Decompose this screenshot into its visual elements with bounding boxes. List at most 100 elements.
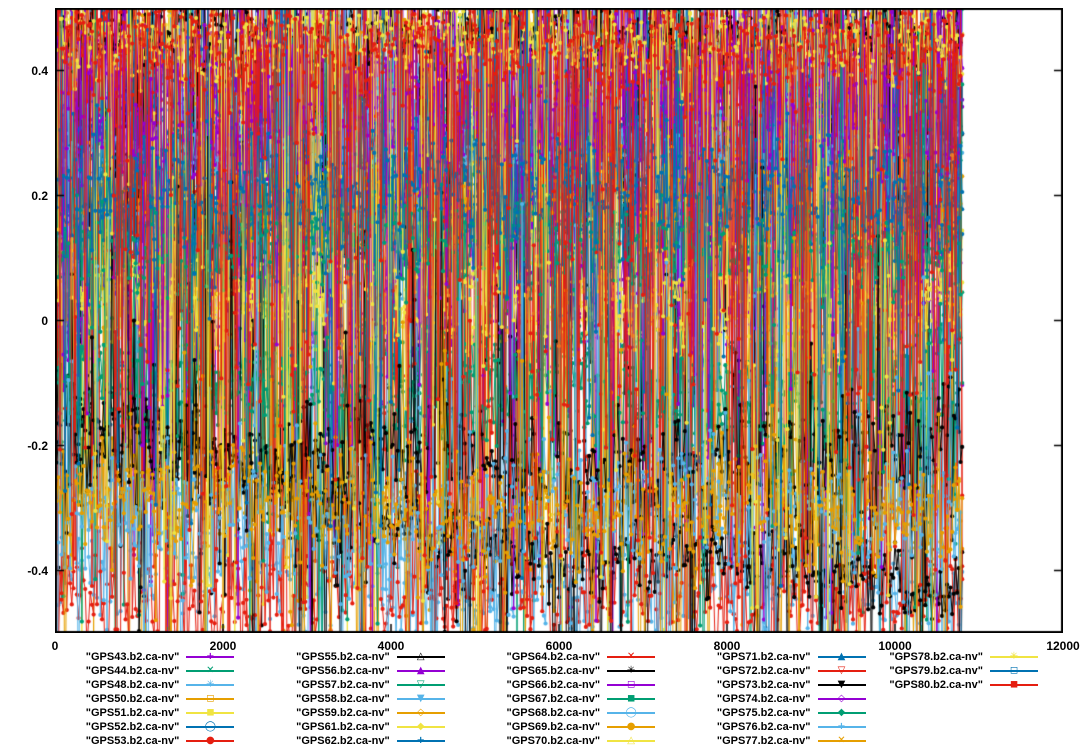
- legend-line-icon: [607, 712, 656, 714]
- legend-marker-icon: ◻: [626, 679, 636, 690]
- legend-marker-icon: ◇: [837, 693, 846, 704]
- legend-sample: ✕: [186, 664, 235, 678]
- plot-canvas: [55, 8, 1063, 633]
- legend-sample: ✳: [990, 650, 1038, 664]
- legend-line-icon: [817, 670, 866, 672]
- legend-line-icon: [990, 670, 1038, 672]
- legend-label: "GPS62.b2.ca-nv": [296, 735, 390, 747]
- legend-label: "GPS76.b2.ca-nv": [716, 721, 811, 733]
- y-axis-tick-label: -0.2: [27, 438, 48, 453]
- legend-sample: ✕: [817, 734, 866, 748]
- legend-line-icon: [396, 712, 445, 714]
- legend-sample: ▽: [817, 664, 866, 678]
- legend-line-icon: [607, 670, 656, 672]
- legend-marker-icon: ◇: [416, 707, 425, 718]
- legend-entry: "GPS67.b2.ca-nv" ◼: [455, 692, 665, 706]
- legend-marker-icon: ✳: [626, 665, 636, 676]
- y-axis-tick-label: -0.4: [27, 563, 48, 578]
- legend-sample: ✕: [607, 650, 656, 664]
- y-axis-tick-label: 0.2: [31, 188, 48, 203]
- legend-label: "GPS52.b2.ca-nv": [85, 721, 180, 733]
- legend-entry: "GPS65.b2.ca-nv" ✳: [455, 664, 665, 678]
- legend-line-icon: [396, 726, 445, 728]
- legend-column: "GPS78.b2.ca-nv" ✳ "GPS79.b2.ca-nv" ◻ "GPS80…: [876, 650, 1049, 692]
- legend-line-icon: [817, 684, 866, 686]
- legend-entry: "GPS61.b2.ca-nv" ◆: [244, 720, 454, 734]
- legend-marker-icon: ✳: [206, 679, 215, 690]
- legend-entry: "GPS53.b2.ca-nv" ●: [34, 734, 244, 748]
- legend-sample: ✳: [186, 678, 235, 692]
- legend-sample: ◆: [817, 706, 866, 720]
- legend-label: "GPS68.b2.ca-nv": [506, 707, 601, 719]
- legend-sample: ▲: [396, 664, 445, 678]
- legend-entry: "GPS70.b2.ca-nv" △: [455, 734, 665, 748]
- legend-entry: "GPS78.b2.ca-nv" ✳: [876, 650, 1049, 664]
- legend-line-icon: [396, 740, 445, 742]
- legend-entry: "GPS69.b2.ca-nv" ●: [455, 720, 665, 734]
- legend-entry: "GPS75.b2.ca-nv" ◆: [665, 706, 875, 720]
- legend-sample: ●: [607, 720, 656, 734]
- legend-entry: "GPS79.b2.ca-nv" ◻: [876, 664, 1049, 678]
- legend-label: "GPS48.b2.ca-nv": [85, 679, 180, 691]
- legend-label: "GPS58.b2.ca-nv": [296, 693, 390, 705]
- legend: "GPS43.b2.ca-nv" + "GPS44.b2.ca-nv" ✕ "GPS48…: [34, 650, 1048, 748]
- legend-line-icon: [396, 684, 445, 686]
- legend-sample: ◆: [396, 720, 445, 734]
- legend-marker-icon: ▲: [837, 651, 846, 662]
- legend-label: "GPS79.b2.ca-nv": [889, 665, 983, 677]
- legend-entry: "GPS64.b2.ca-nv" ✕: [455, 650, 665, 664]
- legend-label: "GPS66.b2.ca-nv": [506, 679, 601, 691]
- legend-entry: "GPS57.b2.ca-nv" ▽: [244, 678, 454, 692]
- legend-label: "GPS44.b2.ca-nv": [85, 665, 180, 677]
- x-axis-tick-label: 6000: [545, 639, 573, 653]
- legend-sample: +: [186, 650, 235, 664]
- legend-line-icon: [186, 670, 235, 672]
- legend-marker-icon: ◼: [1009, 679, 1019, 690]
- legend-sample: ▽: [396, 678, 445, 692]
- legend-label: "GPS70.b2.ca-nv": [506, 735, 601, 747]
- legend-label: "GPS67.b2.ca-nv": [506, 693, 601, 705]
- x-axis-tick-label: 12000: [1046, 639, 1080, 653]
- legend-label: "GPS71.b2.ca-nv": [716, 651, 811, 663]
- legend-column: "GPS55.b2.ca-nv" △ "GPS56.b2.ca-nv" ▲ "GPS57…: [244, 650, 454, 748]
- legend-line-icon: [186, 684, 235, 686]
- legend-label: "GPS69.b2.ca-nv": [506, 721, 601, 733]
- legend-sample: ◇: [817, 692, 866, 706]
- legend-marker-icon: ●: [206, 735, 215, 746]
- legend-label: "GPS56.b2.ca-nv": [296, 665, 390, 677]
- x-axis-tick-label: 8000: [713, 639, 741, 653]
- legend-sample: △: [607, 734, 656, 748]
- x-axis-tick-label: 0: [51, 639, 59, 653]
- legend-marker-icon: △: [416, 651, 425, 662]
- legend-marker-icon: ◻: [206, 693, 215, 704]
- legend-entry: "GPS43.b2.ca-nv" +: [34, 650, 244, 664]
- legend-column: "GPS71.b2.ca-nv" ▲ "GPS72.b2.ca-nv" ▽ "GPS73…: [665, 650, 875, 748]
- legend-label: "GPS73.b2.ca-nv": [716, 679, 811, 691]
- legend-entry: "GPS58.b2.ca-nv" ▼: [244, 692, 454, 706]
- legend-marker-icon: ◆: [837, 707, 846, 718]
- legend-line-icon: [607, 656, 656, 658]
- legend-label: "GPS65.b2.ca-nv": [506, 665, 601, 677]
- legend-marker-icon: ✕: [837, 735, 846, 746]
- legend-label: "GPS55.b2.ca-nv": [296, 651, 390, 663]
- legend-entry: "GPS77.b2.ca-nv" ✕: [665, 734, 875, 748]
- legend-entry: "GPS73.b2.ca-nv" ▼: [665, 678, 875, 692]
- legend-marker-icon: +: [837, 721, 846, 732]
- legend-entry: "GPS66.b2.ca-nv" ◻: [455, 678, 665, 692]
- legend-sample: +: [817, 720, 866, 734]
- legend-line-icon: [607, 698, 656, 700]
- legend-sample: ◻: [607, 678, 656, 692]
- legend-entry: "GPS74.b2.ca-nv" ◇: [665, 692, 875, 706]
- legend-column: "GPS64.b2.ca-nv" ✕ "GPS65.b2.ca-nv" ✳ "GPS66…: [455, 650, 665, 748]
- legend-label: "GPS43.b2.ca-nv": [85, 651, 180, 663]
- legend-label: "GPS59.b2.ca-nv": [296, 707, 390, 719]
- legend-sample: ◇: [396, 706, 445, 720]
- y-axis-tick-label: 0: [41, 313, 48, 328]
- legend-marker-icon: ▼: [837, 679, 846, 690]
- legend-line-icon: [607, 740, 656, 742]
- legend-marker-icon: ◯: [625, 707, 637, 718]
- legend-label: "GPS80.b2.ca-nv": [889, 679, 983, 691]
- legend-line-icon: [817, 726, 866, 728]
- legend-entry: "GPS51.b2.ca-nv" ◼: [34, 706, 244, 720]
- legend-line-icon: [817, 698, 866, 700]
